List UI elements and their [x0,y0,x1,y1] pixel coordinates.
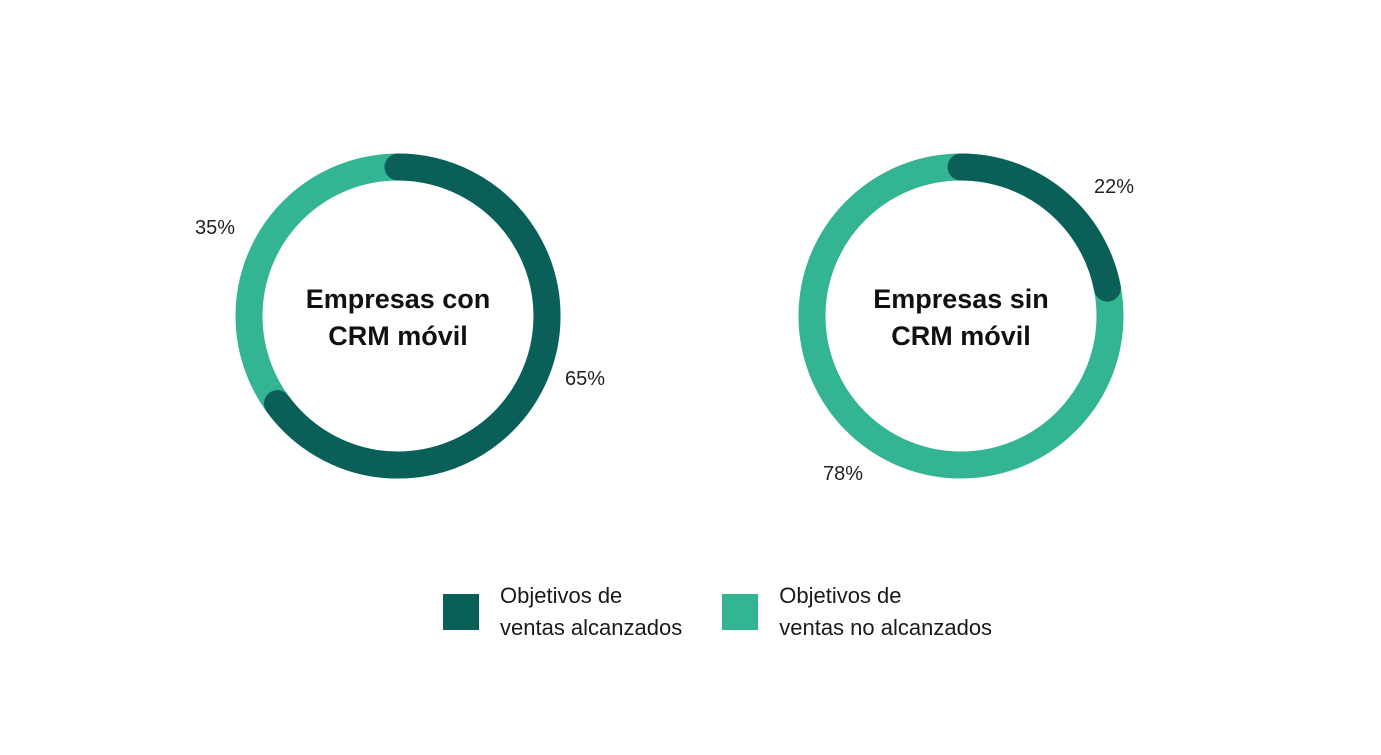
slice-data-label: 65% [565,368,605,390]
slice-data-label: 78% [823,463,863,485]
donut-slice-alcanzados [263,153,561,479]
donut-title-line-2: CRM móvil [891,321,1031,351]
legend-swatch [722,594,759,630]
legend-label: Objetivos de ventas alcanzados [500,583,683,640]
donut-slice-alcanzados [947,153,1121,302]
slice-data-label: 35% [195,217,235,239]
legend-item-alcanzados: Objetivos de ventas alcanzados [443,580,682,644]
legend-swatch [443,594,479,630]
donut-title-line-1: Empresas sin [873,284,1049,314]
legend-label: Objetivos de ventas no alcanzados [779,583,993,640]
slice-data-label: 22% [1094,176,1134,198]
donut-chart-con-crm: Empresas con CRM móvil 65% 35% [195,153,605,479]
donut-chart-sin-crm: Empresas sin CRM móvil 22% 78% [798,153,1134,485]
legend: Objetivos de ventas alcanzados Objetivos… [443,580,992,644]
legend-item-no-alcanzados: Objetivos de ventas no alcanzados [722,580,992,644]
donut-title-line-1: Empresas con [306,284,491,314]
donut-title-line-2: CRM móvil [328,321,468,351]
